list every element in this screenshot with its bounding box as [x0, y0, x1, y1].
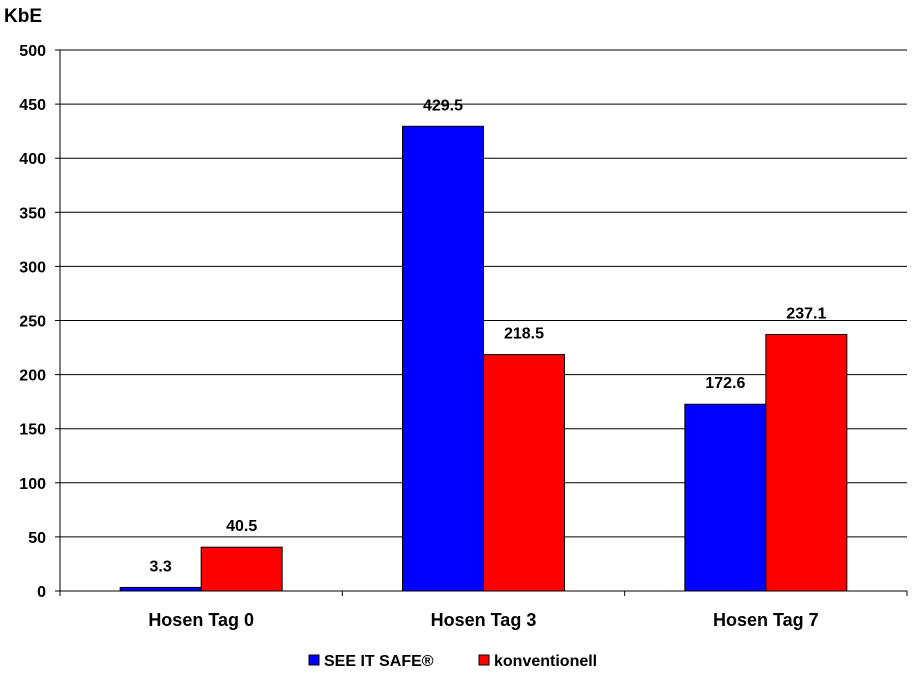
y-ticks: 0 50 100 150 200 250 300 350 400 450 500: [19, 43, 60, 601]
bar-see-it-safe: [684, 403, 767, 592]
data-label: 218.5: [504, 326, 544, 343]
y-tick-label: 450: [19, 97, 46, 114]
legend: SEE IT SAFE® konventionell: [308, 653, 597, 670]
bar-konventionell: [483, 354, 565, 592]
y-tick-label: 0: [37, 584, 46, 601]
y-tick-label: 150: [19, 422, 46, 439]
bar-konventionell: [200, 546, 283, 592]
y-tick-label: 500: [19, 43, 46, 60]
legend-label-series-0: SEE IT SAFE®: [324, 653, 434, 670]
legend-swatch-series-0: [308, 654, 320, 666]
bar-see-it-safe: [402, 125, 484, 592]
data-label: 237.1: [786, 305, 826, 322]
data-label: 40.5: [226, 518, 257, 535]
bars: [119, 125, 848, 592]
y-tick-label: 400: [19, 151, 46, 168]
y-axis-title: KbE: [4, 6, 42, 27]
data-label: 172.6: [705, 375, 745, 392]
y-tick-label: 300: [19, 259, 46, 276]
x-ticks: Hosen Tag 0 Hosen Tag 3 Hosen Tag 7: [59, 591, 908, 630]
y-tick-label: 350: [19, 205, 46, 222]
x-tick-label: Hosen Tag 3: [431, 610, 537, 630]
y-tick-label: 250: [19, 314, 46, 331]
y-tick-label: 50: [28, 530, 46, 547]
bar-konventionell: [765, 333, 848, 592]
data-label: 3.3: [150, 558, 172, 575]
y-tick-label: 100: [19, 476, 46, 493]
bar-see-it-safe: [119, 586, 202, 592]
x-tick-label: Hosen Tag 0: [148, 610, 254, 630]
legend-label-series-1: konventionell: [494, 653, 597, 670]
data-label: 429.5: [423, 97, 463, 114]
x-tick-label: Hosen Tag 7: [713, 610, 819, 630]
legend-swatch-series-1: [478, 654, 490, 666]
y-tick-label: 200: [19, 368, 46, 385]
value-labels: 3.3 40.5 429.5 218.5 172.6 237.1: [150, 97, 827, 575]
